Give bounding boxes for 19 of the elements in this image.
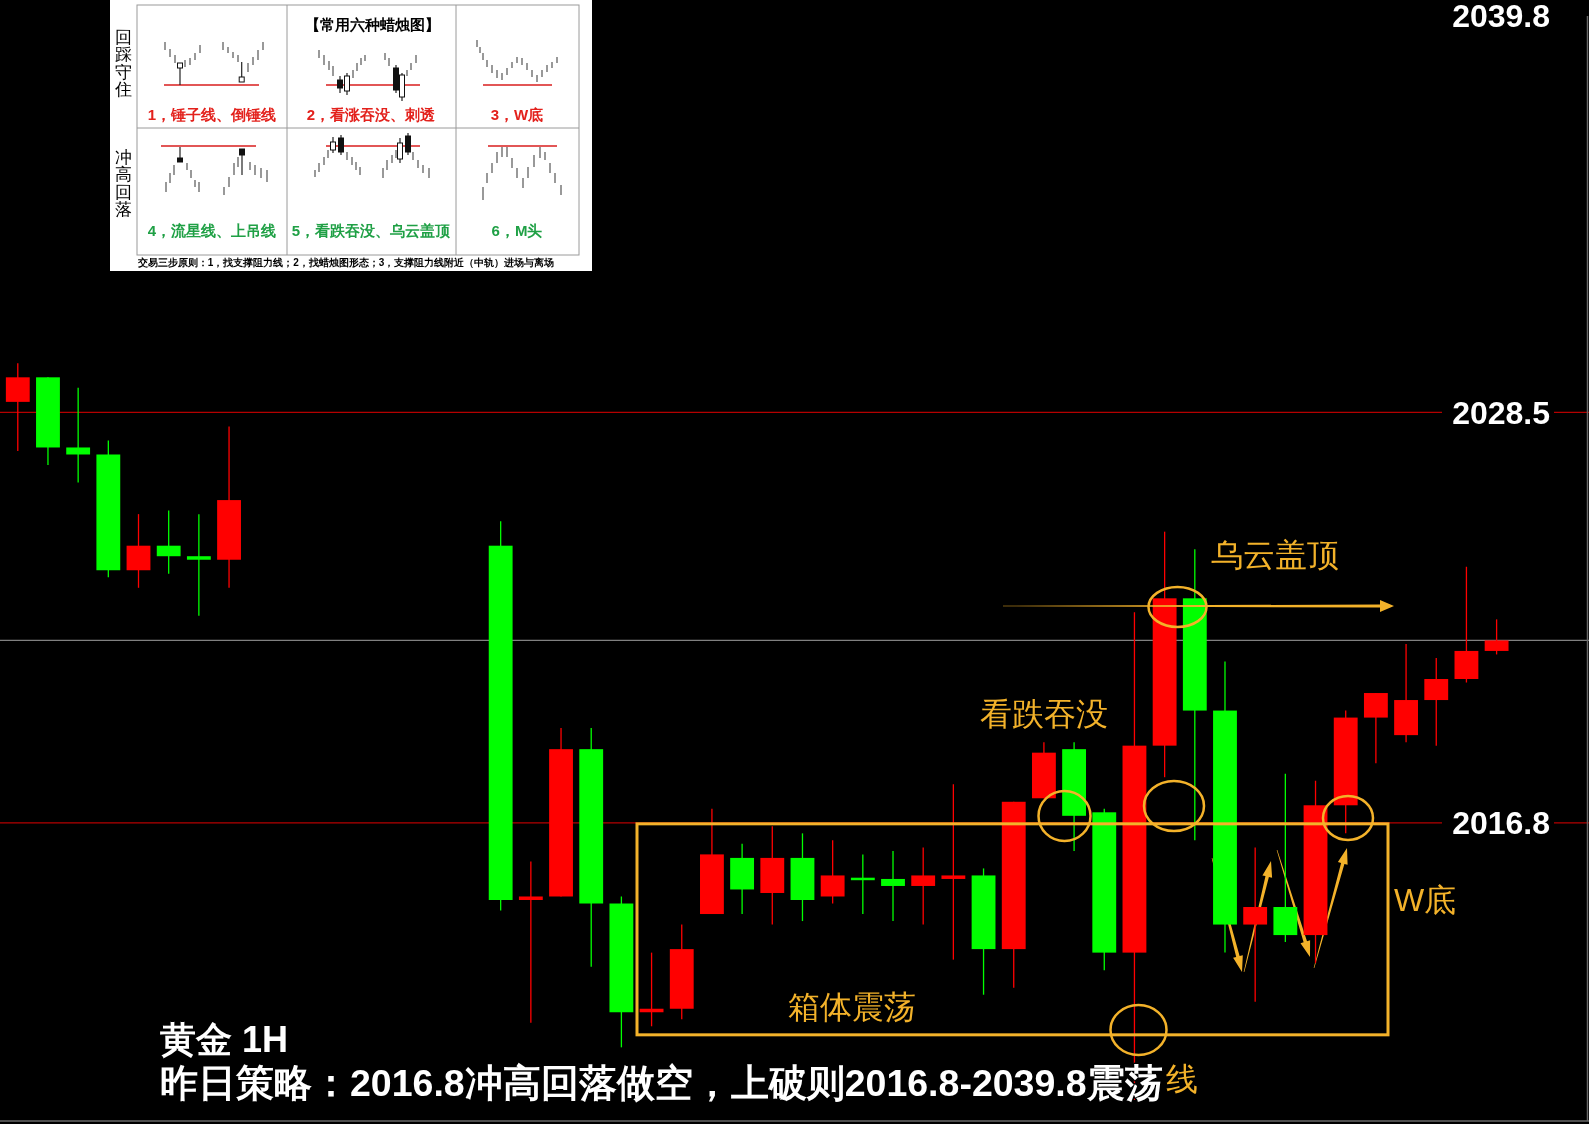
annotation: 看跌吞没	[980, 696, 1108, 732]
annotation: 乌云盖顶	[1211, 537, 1339, 573]
annotation: 【常用六种蜡烛图】	[304, 16, 440, 33]
y-tick-label: 2039.8	[1452, 0, 1550, 35]
annotation: 冲高回落	[114, 147, 132, 220]
annotation: 线	[1165, 1061, 1198, 1097]
annotation: 回踩守住	[113, 27, 132, 100]
annotation: 箱体震荡	[788, 989, 916, 1025]
y-tick-label: 2016.8	[1452, 805, 1550, 842]
annotation: 交易三步原则：1，找支撑阻力线；2，找蜡烛图形态；3，支撑阻力线附近（中轨）进场与离场	[136, 257, 555, 268]
annotation: 4，流星线、上吊线	[147, 222, 277, 239]
text: 黄金 1H	[160, 1019, 289, 1060]
annotation: 6，M头	[491, 222, 543, 239]
annotation: 3，W底	[490, 106, 544, 123]
annotation: 2，看涨吞没、刺透	[306, 106, 437, 123]
annotation: 5，看跌吞没、乌云盖顶	[291, 222, 452, 239]
y-tick-label: 2028.5	[1452, 394, 1550, 431]
annotation: 1，锤子线、倒锤线	[147, 106, 277, 123]
annotation: W底	[1394, 882, 1457, 918]
